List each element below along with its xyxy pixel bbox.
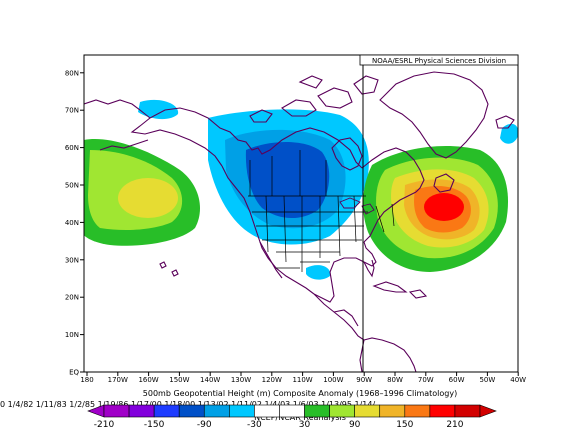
lon-tick-label: 110W [292,376,312,384]
lon-tick-label: 160W [138,376,158,384]
credit-text: NOAA/ESRL Physical Sciences Division [372,57,506,65]
lat-tick-label: 50N [65,182,79,190]
legend-swatch [429,404,456,418]
caption-source: NCEP/NCAR Reanalysis [254,413,346,422]
political-boundaries [248,150,395,272]
legend-label: 30 [299,420,311,430]
legend-swatch [304,404,330,418]
lon-tick-label: 130W [231,376,251,384]
legend-swatch [329,404,355,418]
legend-label: 90 [349,420,361,430]
legend-swatch [379,404,406,418]
legend-label: -90 [197,420,212,430]
legend-labels: -210 -150 -90 -30 30 90 150 210 [94,420,464,430]
lat-tick-label: 30N [65,256,79,264]
legend-colorbar [87,404,497,418]
lat-tick-label: 40N [65,219,79,227]
legend-arrow-right [479,404,497,418]
lat-tick-label: 10N [65,331,79,339]
atlantic-negative-anomaly [500,123,518,144]
legend-label: 150 [396,420,413,430]
northeast-positive-anomaly [363,145,509,272]
west-america-negative-anomaly [138,99,369,245]
lon-tick-label: 140W [200,376,220,384]
coastlines [84,71,515,372]
latitude-axis: EQ 10N 20N 30N 40N 50N 60N 70N 80N [65,69,84,377]
gulf-negative-anomaly [306,265,331,280]
legend-label: -210 [94,420,115,430]
great-lakes [339,197,375,215]
pacific-positive-anomaly [84,139,200,246]
legend-swatch [153,404,180,418]
legend-swatch [404,404,431,418]
legend-label: -150 [144,420,165,430]
lon-tick-label: 150W [169,376,189,384]
legend-swatch [279,404,305,418]
legend-swatch [354,404,381,418]
lon-tick-label: 60W [449,376,465,384]
lat-tick-label: 80N [65,69,79,77]
legend-swatch [254,404,280,418]
lon-tick-label: 170W [108,376,128,384]
lon-tick-label: 40W [510,376,526,384]
legend-label: -30 [247,420,262,430]
credit-box [359,54,519,66]
lon-tick-label: 80W [387,376,403,384]
lon-tick-label: 90W [356,376,372,384]
lat-tick-label: 20N [65,294,79,302]
lon-tick-label: 180 [80,376,93,384]
legend-swatch [128,404,155,418]
lon-tick-label: 120W [262,376,282,384]
lat-tick-label: 70N [65,107,79,115]
legend-label: 210 [446,420,463,430]
legend-swatch [229,404,255,418]
legend-swatch [178,404,205,418]
legend-swatch [103,404,130,418]
plot-frame [83,54,519,373]
legend-swatch [203,404,230,418]
caption-dates: 0 1/4/82 1/11/83 1/2/85 1/19/86 1/17/00 … [0,400,375,409]
lon-tick-label: 70W [418,376,434,384]
lat-tick-label: EQ [69,369,79,377]
lon-tick-label: 100W [323,376,343,384]
lon-tick-label: 50W [479,376,495,384]
legend-swatch [454,404,481,418]
lat-tick-label: 60N [65,144,79,152]
longitude-axis: 180 170W 160W 150W 140W 130W 120W 110W 100W 90W 80… [80,372,526,384]
caption-title: 500mb Geopotential Height (m) Composite … [143,389,457,398]
